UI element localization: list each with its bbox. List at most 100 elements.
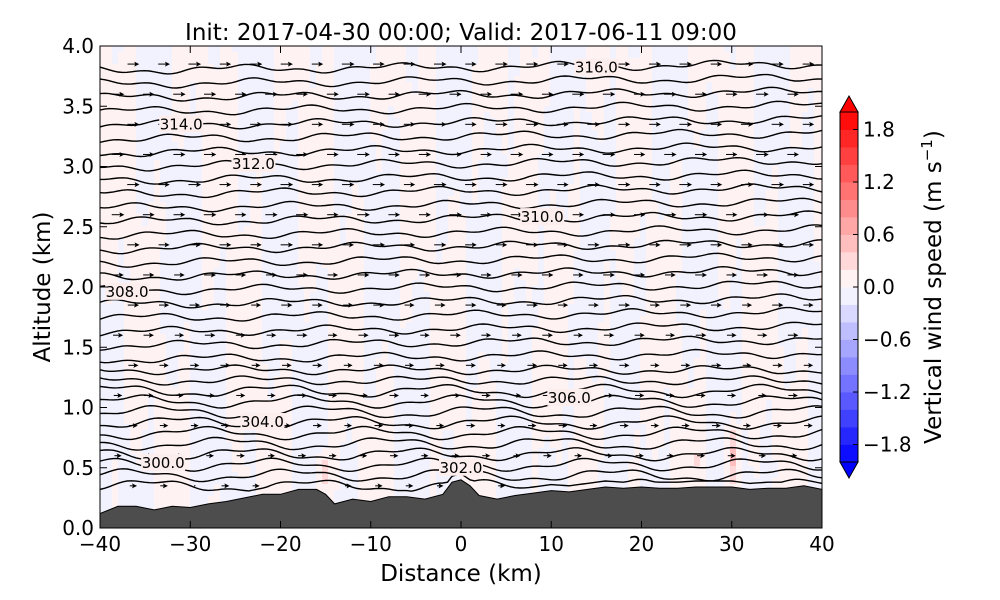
field-cell [262, 322, 269, 329]
field-cell [136, 346, 143, 353]
field-cell [274, 184, 281, 191]
field-cell [142, 70, 149, 77]
field-cell [142, 298, 149, 305]
field-cell [340, 52, 347, 59]
field-cell [298, 316, 305, 323]
field-cell [160, 292, 167, 299]
field-cell [136, 304, 143, 311]
field-cell [442, 268, 449, 275]
field-cell [190, 364, 197, 371]
field-cell [220, 46, 227, 53]
field-cell [106, 334, 113, 341]
field-cell [370, 304, 377, 311]
field-cell [340, 220, 347, 227]
field-cell [322, 328, 329, 335]
field-cell [304, 382, 311, 389]
field-cell [148, 442, 155, 449]
field-cell [256, 184, 263, 191]
field-cell [454, 274, 461, 281]
field-cell [178, 202, 185, 209]
field-cell [202, 244, 209, 251]
field-cell [226, 214, 233, 221]
field-cell [172, 214, 179, 221]
field-cell [106, 502, 113, 509]
field-cell [400, 460, 407, 467]
field-cell [340, 172, 347, 179]
field-cell [292, 196, 299, 203]
field-cell [154, 268, 161, 275]
field-cell [238, 478, 245, 485]
field-cell [364, 466, 371, 473]
field-cell [190, 382, 197, 389]
field-cell [136, 436, 143, 443]
field-cell [406, 244, 413, 251]
field-cell [178, 142, 185, 149]
field-cell [376, 274, 383, 281]
field-cell [292, 46, 299, 53]
field-cell [430, 490, 437, 497]
field-cell [454, 196, 461, 203]
field-cell [406, 94, 413, 101]
field-cell [430, 70, 437, 77]
field-cell [316, 244, 323, 251]
field-cell [106, 424, 113, 431]
field-cell [388, 154, 395, 161]
field-cell [346, 304, 353, 311]
field-cell [262, 352, 269, 359]
field-cell [304, 58, 311, 65]
field-cell [448, 256, 455, 263]
field-cell [238, 118, 245, 125]
field-cell [394, 304, 401, 311]
field-cell [442, 130, 449, 137]
field-cell [400, 172, 407, 179]
field-cell [142, 436, 149, 443]
field-cell [220, 298, 227, 305]
field-cell [460, 112, 467, 119]
field-cell [250, 310, 257, 317]
field-cell [262, 208, 269, 215]
field-cell [238, 268, 245, 275]
field-cell [316, 250, 323, 257]
field-cell [448, 112, 455, 119]
field-cell [322, 436, 329, 443]
field-cell [448, 400, 455, 407]
field-cell [280, 340, 287, 347]
field-cell [178, 214, 185, 221]
field-cell [412, 358, 419, 365]
field-cell [166, 292, 173, 299]
field-cell [274, 82, 281, 89]
field-cell [130, 106, 137, 113]
field-cell [346, 286, 353, 293]
field-cell [196, 196, 203, 203]
field-cell [388, 148, 395, 155]
field-cell [358, 370, 365, 377]
field-cell [352, 70, 359, 77]
field-cell [358, 328, 365, 335]
field-cell [448, 46, 455, 53]
field-cell [286, 472, 293, 479]
field-cell [238, 148, 245, 155]
field-cell [106, 58, 113, 65]
field-cell [178, 100, 185, 107]
field-cell [118, 430, 125, 437]
field-cell [418, 94, 425, 101]
field-cell [196, 460, 203, 467]
field-cell [118, 220, 125, 227]
field-cell [430, 388, 437, 395]
field-cell [136, 382, 143, 389]
field-cell [184, 100, 191, 107]
field-cell [286, 130, 293, 137]
field-cell [124, 136, 131, 143]
field-cell [322, 346, 329, 353]
field-cell [316, 148, 323, 155]
field-cell [130, 172, 137, 179]
field-cell [334, 496, 341, 503]
field-cell [214, 196, 221, 203]
field-cell [466, 346, 473, 353]
field-cell [184, 280, 191, 287]
field-cell [112, 52, 119, 59]
field-cell [256, 226, 263, 233]
field-cell [220, 358, 227, 365]
field-cell [112, 232, 119, 239]
field-cell [100, 124, 107, 131]
